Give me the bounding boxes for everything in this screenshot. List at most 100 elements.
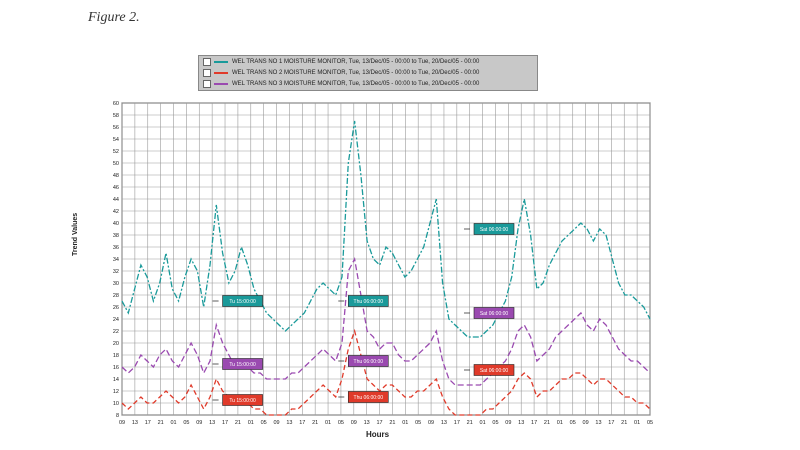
legend-swatch	[214, 61, 228, 63]
annotation-label-box	[347, 355, 389, 367]
x-tick-label: 05	[183, 420, 189, 426]
x-tick-label: 13	[132, 420, 138, 426]
x-tick-label: 01	[402, 420, 408, 426]
y-tick-label: 40	[113, 221, 119, 227]
x-tick-label: 21	[389, 420, 395, 426]
x-tick-label: 01	[248, 420, 254, 426]
annotation-label: Sat 06:00:00	[480, 368, 509, 374]
x-tick-label: 09	[273, 420, 279, 426]
y-tick-label: 58	[113, 113, 119, 119]
legend-item-series-3[interactable]: WEL TRANS NO 3 MOISTURE MONITOR, Tue, 13…	[203, 79, 479, 89]
x-tick-label: 13	[209, 420, 215, 426]
y-tick-label: 54	[113, 137, 119, 143]
y-axis-title: Trend Values	[72, 212, 79, 256]
x-tick-label: 05	[415, 420, 421, 426]
x-tick-label: 17	[608, 420, 614, 426]
annotation-label-box	[222, 394, 263, 406]
y-tick-label: 48	[113, 173, 119, 179]
legend-swatch	[214, 83, 228, 85]
x-tick-label: 17	[222, 420, 228, 426]
y-tick-label: 44	[113, 197, 119, 203]
annotation-label: Sat 06:00:00	[480, 227, 509, 233]
legend-checkbox[interactable]	[203, 58, 211, 66]
x-tick-label: 17	[145, 420, 151, 426]
y-tick-label: 28	[113, 293, 119, 299]
legend-item-series-1[interactable]: WEL TRANS NO 1 MOISTURE MONITOR, Tue, 13…	[203, 57, 479, 67]
x-tick-label: 13	[286, 420, 292, 426]
x-tick-label: 13	[518, 420, 524, 426]
y-tick-label: 34	[113, 257, 119, 263]
x-axis-title: Hours	[366, 430, 390, 439]
x-tick-label: 01	[634, 420, 640, 426]
x-tick-label: 05	[647, 420, 653, 426]
annotation-label: Tu 15:00:00	[229, 398, 256, 404]
legend-checkbox[interactable]	[203, 80, 211, 88]
y-tick-label: 14	[113, 377, 119, 383]
y-tick-label: 22	[113, 329, 119, 335]
x-tick-label: 21	[158, 420, 164, 426]
x-tick-label: 09	[505, 420, 511, 426]
y-tick-label: 26	[113, 305, 119, 311]
y-tick-label: 12	[113, 389, 119, 395]
y-tick-label: 52	[113, 149, 119, 155]
x-tick-label: 05	[492, 420, 498, 426]
x-tick-label: 21	[312, 420, 318, 426]
x-tick-label: 21	[621, 420, 627, 426]
annotation-label-box	[347, 391, 389, 403]
annotation-label: Thu 06:00:00	[354, 359, 384, 365]
x-tick-label: 17	[376, 420, 382, 426]
x-tick-label: 13	[595, 420, 601, 426]
x-tick-label: 17	[454, 420, 460, 426]
annotation-label-box	[222, 295, 263, 307]
x-tick-label: 09	[119, 420, 125, 426]
x-tick-label: 17	[299, 420, 305, 426]
y-tick-label: 56	[113, 125, 119, 131]
y-tick-label: 46	[113, 185, 119, 191]
y-tick-label: 24	[113, 317, 119, 323]
y-tick-label: 50	[113, 161, 119, 167]
annotation-label: Tu 15:00:00	[229, 299, 256, 305]
y-tick-label: 30	[113, 281, 119, 287]
x-tick-label: 21	[467, 420, 473, 426]
y-tick-label: 16	[113, 365, 119, 371]
x-tick-label: 01	[325, 420, 331, 426]
x-tick-label: 13	[364, 420, 370, 426]
legend-label: WEL TRANS NO 1 MOISTURE MONITOR, Tue, 13…	[232, 59, 480, 65]
series-line-3	[121, 328, 651, 416]
figure-caption: Figure 2.	[88, 10, 140, 25]
annotation-label-box	[473, 364, 515, 376]
x-tick-label: 13	[441, 420, 447, 426]
annotation-label-box	[473, 223, 515, 235]
x-tick-label: 01	[170, 420, 176, 426]
legend-item-series-2[interactable]: WEL TRANS NO 2 MOISTURE MONITOR, Tue, 13…	[203, 68, 479, 78]
x-tick-label: 01	[480, 420, 486, 426]
x-tick-label: 21	[235, 420, 241, 426]
x-tick-label: 05	[570, 420, 576, 426]
annotation-label-box	[222, 358, 263, 370]
x-tick-label: 01	[557, 420, 563, 426]
y-tick-label: 18	[113, 353, 119, 359]
y-tick-label: 10	[113, 401, 119, 407]
y-tick-label: 8	[116, 413, 119, 419]
legend-swatch	[214, 72, 228, 74]
annotation-label: Sat 06:00:00	[480, 311, 509, 317]
annotation-label: Thu 06:00:00	[354, 299, 384, 305]
y-tick-label: 36	[113, 245, 119, 251]
y-tick-label: 38	[113, 233, 119, 239]
x-tick-label: 05	[338, 420, 344, 426]
x-tick-label: 09	[351, 420, 357, 426]
x-tick-label: 09	[583, 420, 589, 426]
annotation-label: Tu 15:00:00	[229, 362, 256, 368]
annotation-label-box	[347, 295, 389, 307]
annotation-label-box	[473, 307, 515, 319]
x-tick-label: 05	[261, 420, 267, 426]
y-tick-label: 32	[113, 269, 119, 275]
legend-label: WEL TRANS NO 2 MOISTURE MONITOR, Tue, 13…	[232, 70, 480, 76]
x-tick-label: 09	[196, 420, 202, 426]
legend-checkbox[interactable]	[203, 69, 211, 77]
chart-legend: WEL TRANS NO 1 MOISTURE MONITOR, Tue, 13…	[198, 55, 538, 91]
x-tick-label: 09	[428, 420, 434, 426]
legend-label: WEL TRANS NO 3 MOISTURE MONITOR, Tue, 13…	[232, 81, 480, 87]
y-tick-label: 20	[113, 341, 119, 347]
